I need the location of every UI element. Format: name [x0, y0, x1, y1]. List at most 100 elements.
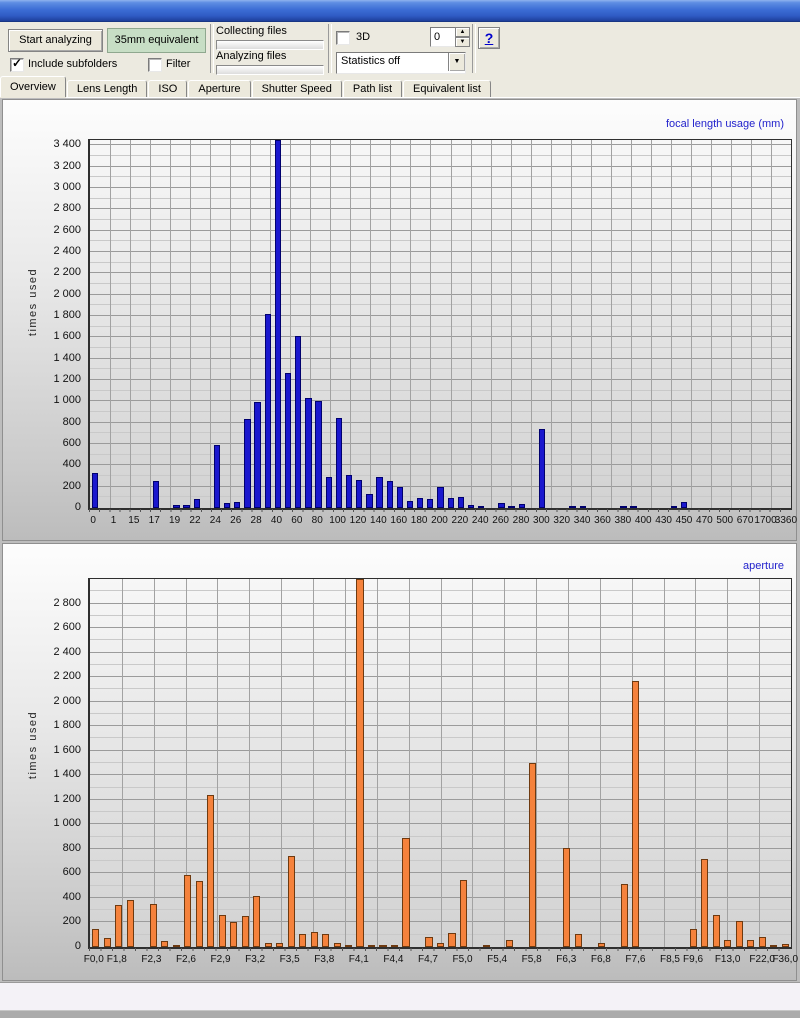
bar	[91, 472, 99, 508]
gridline	[490, 140, 492, 508]
gridline	[510, 140, 512, 508]
y-tick-label: 3 400	[53, 138, 81, 151]
include-subfolders-checkbox[interactable]: ✓	[10, 56, 24, 72]
tab-path-list[interactable]: Path list	[342, 80, 403, 97]
filter-checkbox[interactable]	[148, 58, 162, 72]
bar	[152, 480, 160, 508]
toolbar-separator	[328, 24, 332, 73]
gridline	[230, 140, 232, 508]
bar	[207, 794, 215, 947]
y-tick-label: 2 600	[53, 621, 81, 634]
y-tick-label: 1 000	[53, 817, 81, 830]
y-tick-label: 2 200	[53, 670, 81, 683]
tab-bar: Overview Lens Length ISO Aperture Shutter Sp…	[0, 76, 800, 98]
x-tick-label: 260	[492, 515, 509, 526]
spin-down-icon[interactable]: ▼	[455, 37, 470, 47]
x-tick-label: F4,4	[383, 954, 404, 965]
gridline	[217, 579, 219, 947]
title-bar[interactable]	[0, 0, 800, 22]
gridline	[350, 140, 352, 508]
x-tick-label: F2,6	[175, 954, 196, 965]
y-tick-label: 400	[62, 890, 81, 903]
gridline	[90, 443, 791, 444]
bar	[681, 502, 688, 508]
tab-overview[interactable]: Overview	[0, 76, 66, 97]
x-tick-label: 15	[128, 515, 140, 526]
x-tick-label: 280	[512, 515, 530, 526]
y-tick-label: 2 400	[53, 245, 81, 257]
x-tick-label: F4,1	[348, 954, 369, 965]
bar	[701, 858, 709, 947]
spinner-value-field[interactable]: 0	[430, 27, 457, 47]
gridline	[210, 140, 212, 508]
35mm-equivalent-button[interactable]: 35mm equivalent	[107, 28, 206, 53]
gridline	[90, 421, 791, 423]
gridline	[90, 176, 791, 178]
gridline	[90, 485, 791, 487]
gridline	[376, 579, 378, 947]
x-tick-label: 22	[189, 515, 201, 526]
spin-up-icon[interactable]: ▲	[455, 27, 470, 37]
y-tick-label: 1 600	[53, 743, 81, 756]
gridline	[90, 261, 791, 263]
bar	[632, 680, 640, 947]
gridline	[90, 432, 791, 434]
bar	[276, 943, 284, 947]
x-tick-label: 0	[90, 515, 96, 526]
bar	[241, 915, 249, 947]
focal-length-yaxis: 0 200 400 600 800 1 000 1 200 1 400 1 600 1 800 2 …	[7, 138, 85, 513]
y-tick-label: 200	[62, 915, 81, 928]
tab-lens-length[interactable]: Lens Length	[66, 80, 148, 97]
bar	[467, 504, 475, 508]
bar	[264, 942, 272, 947]
bar	[747, 939, 755, 947]
bar	[505, 940, 513, 947]
3d-checkbox[interactable]	[336, 31, 350, 45]
bar	[299, 934, 307, 947]
bar	[244, 419, 251, 508]
bar	[712, 914, 720, 947]
bar	[126, 899, 134, 947]
toolbar-separator	[472, 24, 476, 73]
gridline	[90, 336, 791, 338]
tab-equivalent-list[interactable]: Equivalent list	[403, 80, 491, 97]
aperture-plot-area	[88, 578, 792, 949]
gridline	[90, 411, 791, 412]
bar	[305, 398, 312, 508]
y-tick-label: 2 800	[53, 202, 81, 215]
bar	[183, 505, 190, 508]
tab-shutter-speed[interactable]: Shutter Speed	[251, 80, 342, 97]
gridline	[170, 140, 172, 508]
gridline	[190, 140, 192, 508]
gridline	[504, 579, 506, 947]
gridline	[550, 140, 552, 508]
bar	[366, 493, 373, 508]
gridline	[290, 140, 292, 508]
x-tick-label: F5,0	[452, 954, 473, 965]
tab-iso[interactable]: ISO	[148, 80, 188, 97]
x-tick-label: F3,8	[314, 954, 335, 965]
x-tick-label: F6,8	[590, 954, 611, 965]
bar	[345, 474, 353, 508]
start-analyzing-button[interactable]: Start analyzing	[8, 29, 103, 52]
x-tick-label: F3,2	[245, 954, 266, 965]
y-tick-label: 1 600	[53, 330, 81, 343]
dropdown-arrow-icon[interactable]: ▼	[448, 53, 465, 71]
gridline	[310, 140, 312, 508]
gridline	[663, 579, 665, 947]
statistics-combobox[interactable]: Statistics off ▼	[336, 52, 466, 74]
bar	[735, 920, 743, 947]
gridline	[90, 229, 791, 231]
gridline	[610, 140, 612, 508]
bar	[457, 496, 464, 508]
tab-aperture[interactable]: Aperture	[188, 80, 251, 97]
help-button[interactable]: ?	[478, 27, 500, 49]
bar	[218, 914, 226, 947]
focal-length-plot-area	[88, 139, 792, 510]
status-bar	[0, 982, 800, 1010]
gridline	[313, 579, 315, 947]
y-tick-label: 3 200	[53, 159, 81, 172]
x-tick-label: 40	[270, 515, 283, 526]
gridline	[90, 197, 791, 199]
bar	[295, 336, 302, 508]
